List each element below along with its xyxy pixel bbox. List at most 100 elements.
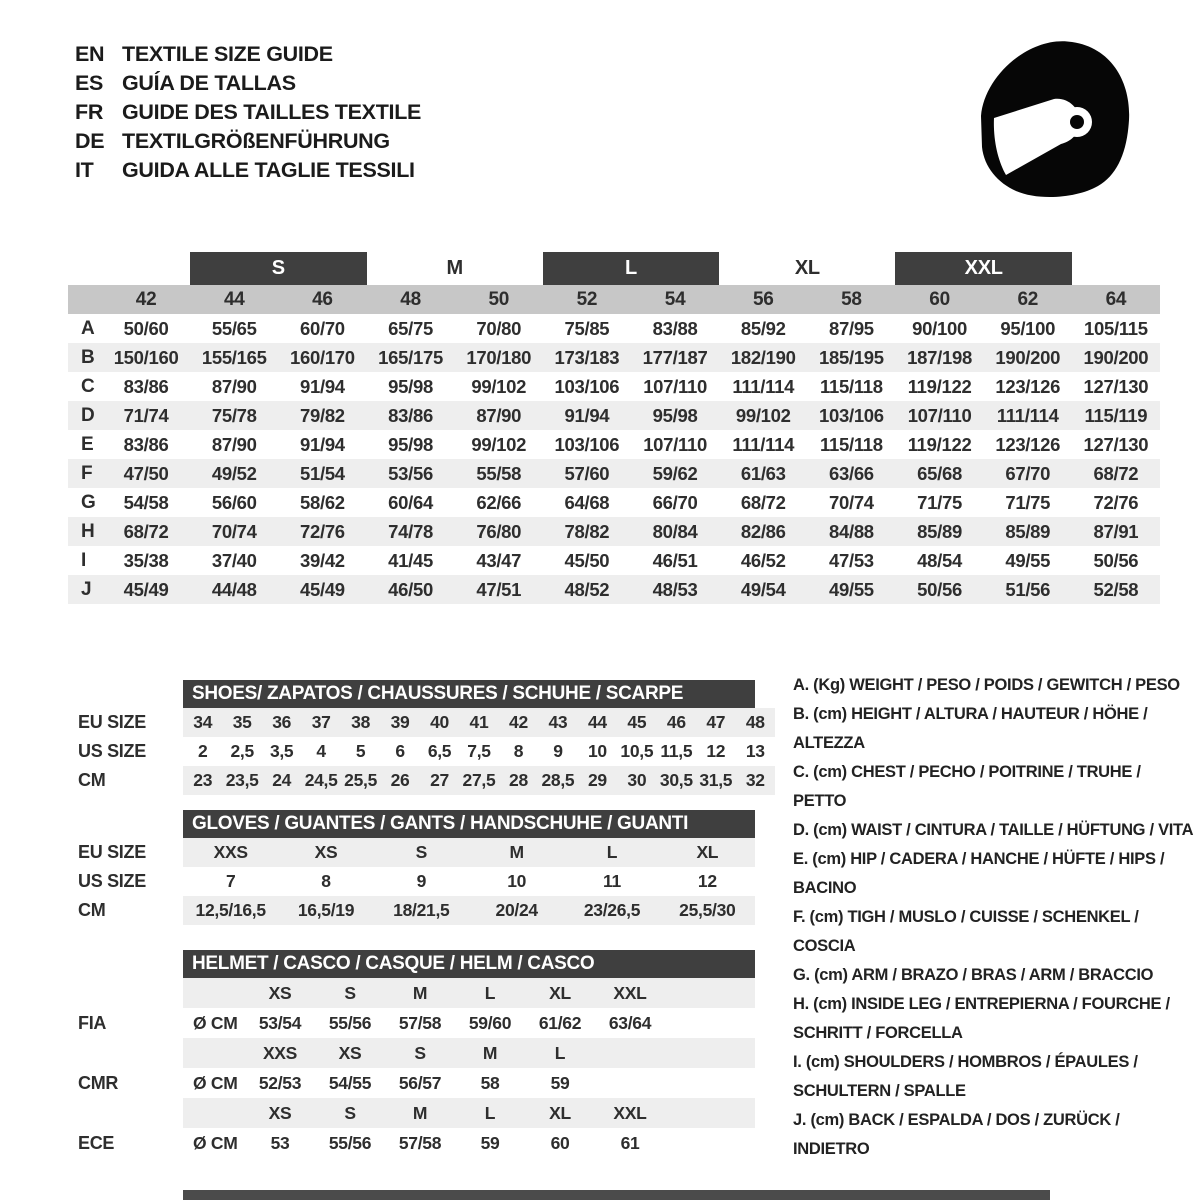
numeric-size: 60 [929,288,950,310]
size-label: M [482,1042,498,1063]
racing-helmet-icon [972,34,1138,202]
size-value: 45/49 [123,578,169,600]
row-key: F [81,462,93,484]
size-value: 95/98 [388,375,433,397]
size-value: 9 [416,871,427,891]
size-value: 103/106 [819,404,884,426]
helmet-section: HELMET / CASCO / CASQUE / HELM / CASCO X… [68,950,775,1158]
size-value: 10 [507,871,527,891]
size-value: 2,5 [230,741,254,761]
size-value: 40 [430,712,449,732]
filler [665,1068,755,1098]
size-value: 85/89 [1005,520,1051,542]
helmet-size-row: XS S M L XL XXL [68,978,775,1008]
size-value: XS [314,842,338,862]
size-value: 53/56 [388,462,433,484]
legend-item: C. (cm) CHEST / PECHO / POITRINE / TRUHE… [793,763,1141,810]
size-value: 82/86 [740,520,786,542]
table-row: CM 23 23,5 24 24,5 25,5 26 27 27,5 28 28,5 29 30 30,5… [68,766,775,795]
size-value: 35 [232,712,252,732]
numeric-size: 52 [576,288,598,310]
size-value: 84/88 [829,520,874,542]
size-label: XS [338,1042,362,1063]
textile-size-table: S M L XL XXL 42 44 46 48 50 52 54 56 58 60 62 64 A 5… [68,252,1160,604]
filler [665,1098,755,1128]
numeric-size: 46 [312,288,333,310]
size-label: XS [268,982,292,1003]
size-value: 57/60 [564,462,610,484]
size-value: 45/50 [564,549,610,571]
size-label: L [484,1102,496,1123]
size-value: 50/60 [123,317,169,339]
size-value: 41 [469,712,489,732]
size-value: 74/78 [388,520,433,542]
size-value: 23 [193,770,213,790]
numeric-size: 56 [752,288,774,310]
size-value: 111/114 [732,375,795,397]
size-value: 18/21,5 [393,900,450,920]
numeric-size: 58 [841,288,862,310]
table-row: US SIZE 2 2,5 3,5 4 5 6 6,5 7,5 8 9 10 10,5 11,5 12 13 [68,737,775,766]
size-value: 30 [627,770,647,790]
size-value: 68/72 [1093,462,1139,484]
table-row: F 47/50 49/52 51/54 53/56 55/58 57/60 59/62 61/6… [68,459,1160,488]
size-value: 65/68 [917,462,962,484]
size-value: 185/195 [819,346,884,368]
unit-spacer [183,1098,245,1128]
row-key: D [81,404,95,426]
size-value: 83/86 [123,433,169,455]
size-value: 45/49 [300,578,345,600]
legend-item: D. (cm) WAIST / CINTURA / TAILLE / HÜFTU… [793,821,1194,839]
size-value: 95/98 [388,433,433,455]
numeric-size-row: 42 44 46 48 50 52 54 56 58 60 62 64 [68,285,1160,314]
size-value: 72/76 [300,520,345,542]
row-label [68,978,183,1008]
size-value: 45 [627,712,647,732]
size-value: 49/52 [211,462,257,484]
row-values: 12,5/16,5 16,5/19 18/21,5 20/24 23/26,5 25,5/… [183,896,755,925]
row-label: US SIZE [78,871,146,891]
size-value: 107/110 [643,375,707,397]
size-value: 36 [272,712,292,732]
helmet-header: HELMET / CASCO / CASQUE / HELM / CASCO [183,950,755,978]
size-value: 10 [587,741,607,761]
language-label: GUÍA DE TALLAS [122,71,296,95]
helmet-size-row: XXS XS S M L [68,1038,775,1068]
size-value: 47 [706,712,726,732]
size-value: XL [696,842,719,862]
standard-label: ECE [78,1132,115,1153]
size-value: 56/57 [398,1072,442,1093]
size-value: 50/56 [1093,549,1139,571]
filler [665,978,755,1008]
size-label: S [414,1042,426,1063]
filler [665,1008,755,1038]
size-value: 61 [620,1132,640,1153]
size-value: 43/47 [476,549,522,571]
table-row: G 54/58 56/60 58/62 60/64 62/66 64/68 66/70 68/7… [68,488,1160,517]
size-value: 66/70 [652,491,698,513]
size-value: 99/102 [471,433,527,455]
size-value: 24,5 [304,770,338,790]
size-value: 13 [745,741,765,761]
size-value: 190/200 [995,346,1061,368]
size-value: 115/118 [820,375,883,397]
size-value: 7 [225,871,236,891]
language-label: TEXTILGRÖßENFÜHRUNG [122,129,390,153]
size-value: 9 [553,741,563,761]
size-value: 59 [550,1072,570,1093]
language-label: GUIDA ALLE TAGLIE TESSILI [122,158,415,182]
size-label: XXL [613,982,647,1003]
size-value: M [509,842,525,862]
size-value: 57/58 [398,1012,442,1033]
racing-helmet-graphic [981,41,1130,198]
legend-item: G. (cm) ARM / BRAZO / BRAS / ARM / BRACC… [793,966,1154,984]
size-value: 80/84 [652,520,698,542]
size-value: 50/56 [917,578,962,600]
size-label: XXL [613,1102,647,1123]
size-value: 87/90 [211,375,257,397]
shoes-section: SHOES/ ZAPATOS / CHAUSSURES / SCHUHE / S… [68,680,775,795]
helmet-value-row: FIA Ø CM 53/54 55/56 57/58 59/60 61/62 63/64 [68,1008,775,1038]
size-label: M [412,982,428,1003]
size-value: S [415,842,428,862]
language-label: GUIDE DES TAILLES TEXTILE [122,100,422,124]
